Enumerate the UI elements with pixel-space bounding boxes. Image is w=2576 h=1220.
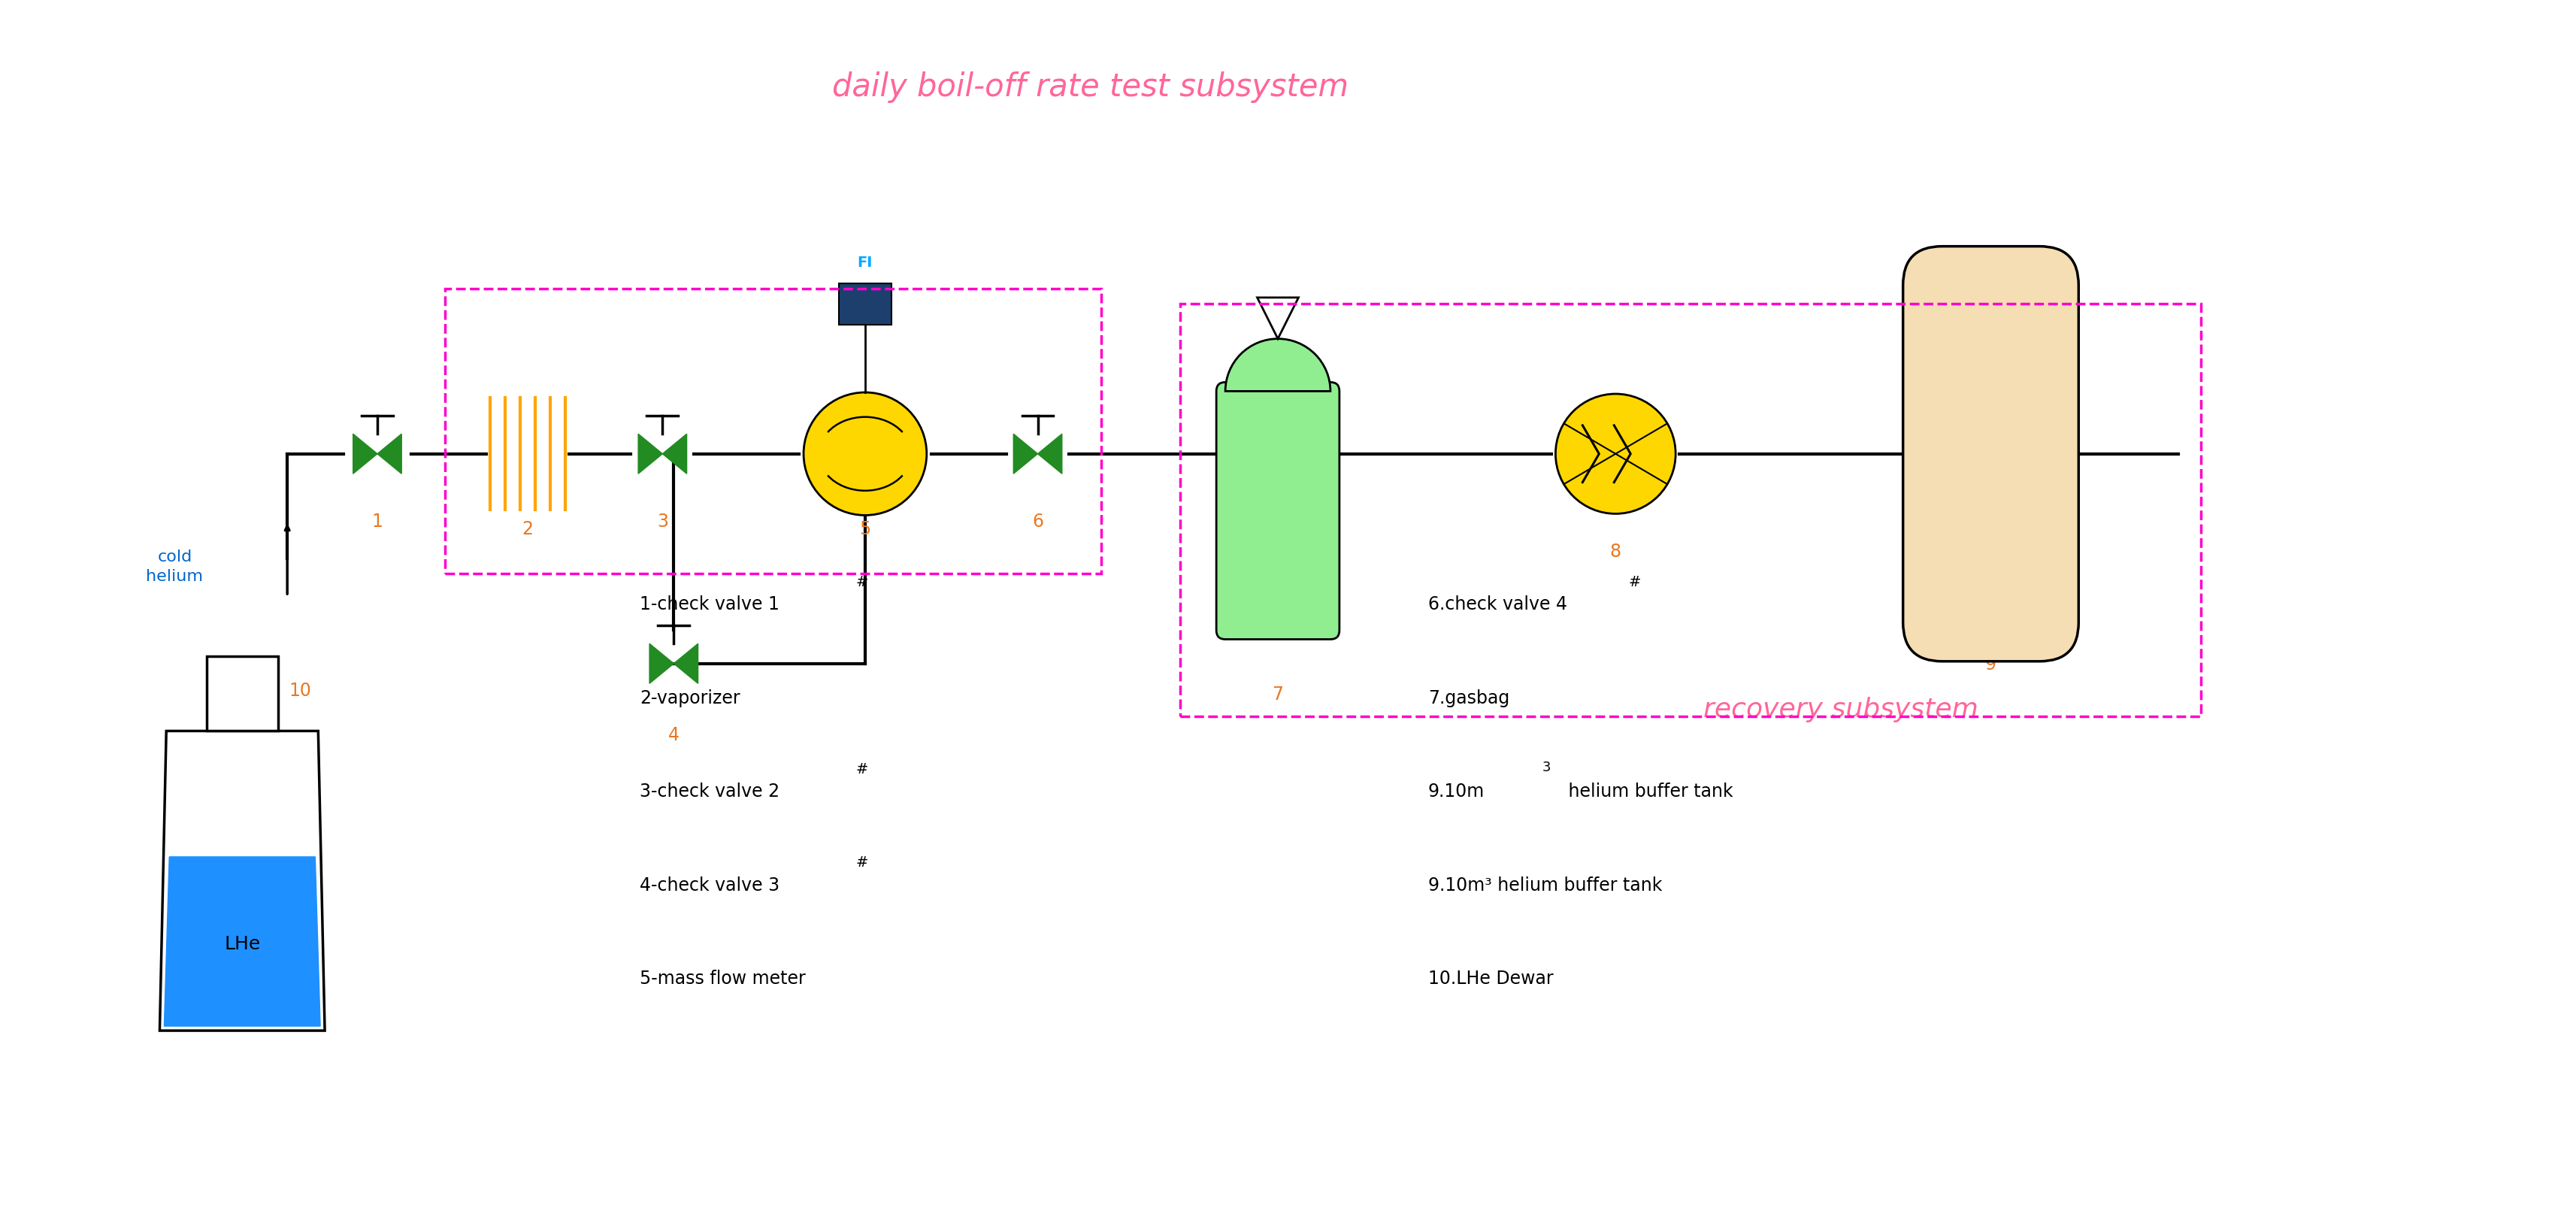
Text: 5: 5 bbox=[860, 520, 871, 538]
Text: 3-check valve 2: 3-check valve 2 bbox=[639, 782, 781, 800]
Text: 10.LHe Dewar: 10.LHe Dewar bbox=[1427, 970, 1553, 987]
Polygon shape bbox=[649, 644, 675, 684]
Text: cold
helium: cold helium bbox=[147, 549, 204, 584]
FancyBboxPatch shape bbox=[1904, 246, 2079, 661]
Polygon shape bbox=[206, 656, 278, 731]
Text: LHe: LHe bbox=[224, 935, 260, 953]
Text: #: # bbox=[1628, 575, 1641, 589]
Polygon shape bbox=[675, 644, 698, 684]
Text: 8: 8 bbox=[1610, 543, 1620, 561]
Text: 1: 1 bbox=[371, 512, 384, 531]
Text: helium buffer tank: helium buffer tank bbox=[1564, 782, 1734, 800]
Text: 1-check valve 1: 1-check valve 1 bbox=[639, 595, 781, 612]
Text: 6: 6 bbox=[1033, 512, 1043, 531]
Text: 7.gasbag: 7.gasbag bbox=[1427, 688, 1510, 706]
Polygon shape bbox=[639, 434, 662, 475]
Text: daily boil-off rate test subsystem: daily boil-off rate test subsystem bbox=[832, 72, 1347, 104]
Text: #: # bbox=[855, 575, 868, 589]
Text: 7: 7 bbox=[1273, 684, 1283, 703]
Polygon shape bbox=[165, 858, 319, 1026]
Text: 4: 4 bbox=[667, 726, 680, 744]
FancyBboxPatch shape bbox=[1216, 383, 1340, 639]
Text: 2: 2 bbox=[523, 520, 533, 538]
Text: recovery subsystem: recovery subsystem bbox=[1703, 697, 1978, 721]
FancyBboxPatch shape bbox=[840, 284, 891, 326]
Wedge shape bbox=[1226, 339, 1329, 392]
Text: 10: 10 bbox=[289, 681, 312, 699]
Polygon shape bbox=[353, 434, 376, 475]
Polygon shape bbox=[160, 731, 325, 1031]
Text: 9.10m³ helium buffer tank: 9.10m³ helium buffer tank bbox=[1427, 876, 1662, 894]
Text: 9: 9 bbox=[1986, 655, 1996, 673]
Polygon shape bbox=[1038, 434, 1061, 475]
Text: #: # bbox=[855, 761, 868, 776]
Text: 4-check valve 3: 4-check valve 3 bbox=[639, 876, 781, 894]
Circle shape bbox=[804, 393, 927, 516]
Text: 3: 3 bbox=[1543, 760, 1551, 773]
Text: FI: FI bbox=[858, 255, 873, 270]
Text: 2-vaporizer: 2-vaporizer bbox=[639, 688, 739, 706]
Circle shape bbox=[1556, 394, 1674, 514]
Text: 5-mass flow meter: 5-mass flow meter bbox=[639, 970, 806, 987]
Polygon shape bbox=[662, 434, 688, 475]
Text: 3: 3 bbox=[657, 512, 667, 531]
Text: 6.check valve 4: 6.check valve 4 bbox=[1427, 595, 1566, 612]
Text: 9.10m: 9.10m bbox=[1427, 782, 1484, 800]
Text: #: # bbox=[855, 855, 868, 870]
Polygon shape bbox=[376, 434, 402, 475]
Polygon shape bbox=[1012, 434, 1038, 475]
